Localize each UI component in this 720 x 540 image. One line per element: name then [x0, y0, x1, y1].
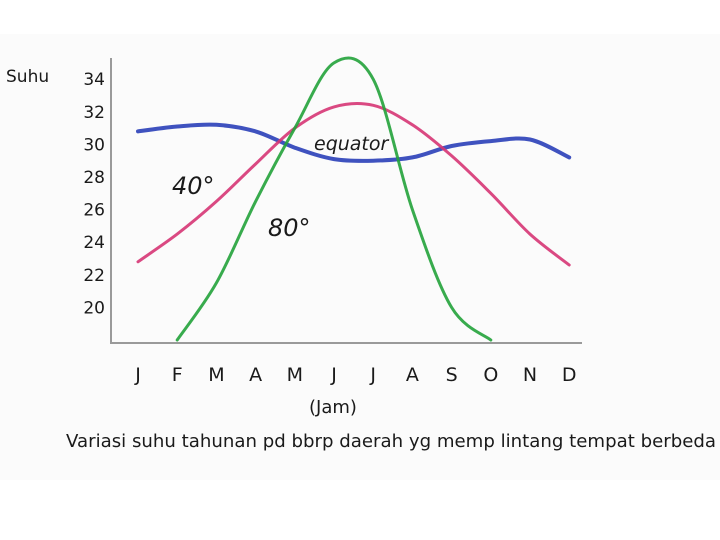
x-tick-label: J — [134, 364, 141, 386]
paper-background — [0, 34, 720, 480]
x-tick-label: J — [369, 364, 376, 386]
x-tick-label: N — [523, 364, 537, 386]
x-tick-label: F — [172, 364, 183, 386]
x-tick-label: O — [483, 364, 498, 386]
x-tick-label: S — [446, 364, 458, 386]
y-tick-label: 28 — [83, 168, 105, 188]
series-line-equator — [136, 122, 572, 163]
y-axis-label: Suhu — [6, 67, 49, 87]
y-tick-label: 24 — [83, 233, 105, 253]
chart-title: Variasi suhu tahunan pd bbrp daerah yg m… — [66, 431, 716, 452]
y-tick-label: 26 — [83, 201, 105, 221]
series-label-equator: equator — [314, 133, 390, 155]
x-tick-label: M — [208, 364, 224, 386]
y-tick-label: 30 — [83, 135, 105, 155]
series-label-40-deg: 40° — [172, 172, 215, 200]
series-line-40-deg — [136, 101, 571, 267]
x-tick-label: D — [562, 364, 577, 386]
y-tick-label: 20 — [83, 298, 105, 318]
x-tick-label: A — [406, 364, 419, 386]
x-tick-label: M — [287, 364, 303, 386]
series-line-80-deg — [175, 56, 493, 342]
y-tick-label: 32 — [83, 103, 105, 123]
y-tick-label: 22 — [83, 266, 105, 286]
x-tick-label: A — [249, 364, 262, 386]
x-axis-label: (Jam) — [309, 397, 357, 418]
y-tick-label: 34 — [83, 70, 105, 90]
x-tick-label: J — [330, 364, 337, 386]
series-label-80-deg: 80° — [268, 214, 311, 242]
